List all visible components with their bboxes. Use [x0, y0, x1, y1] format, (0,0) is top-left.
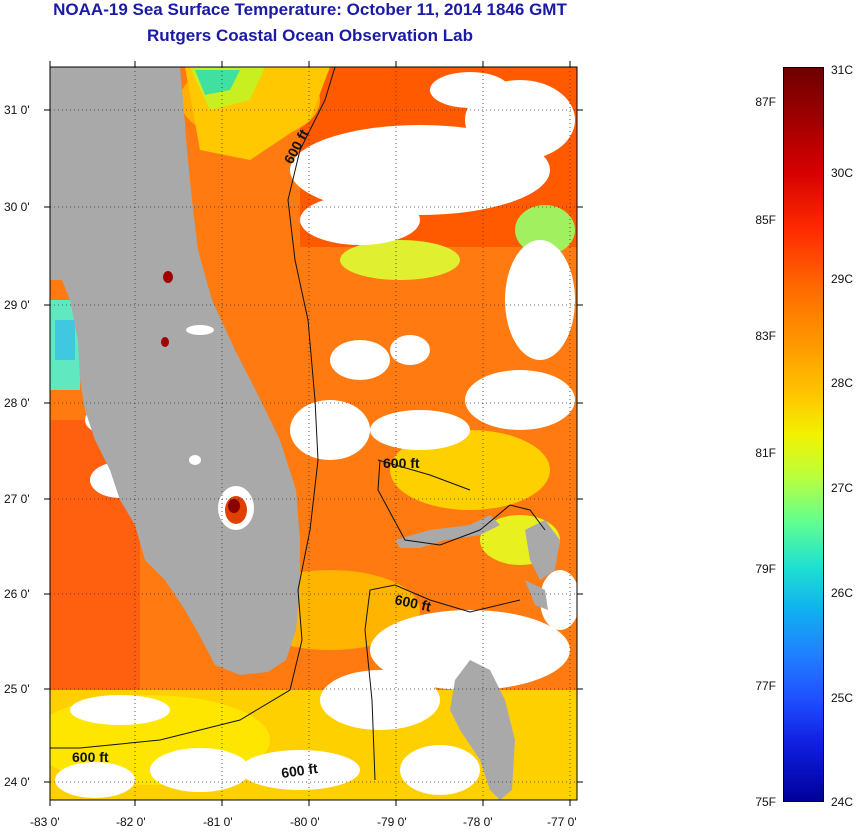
lat-label: 28 0'	[4, 396, 30, 410]
lat-label: 25 0'	[4, 682, 30, 696]
andros-land	[450, 660, 515, 800]
colorbar-celsius-label: 25C	[831, 691, 854, 705]
lon-label: -83 0'	[30, 815, 60, 829]
lon-label: -80 0'	[290, 815, 320, 829]
sst-field	[50, 67, 577, 800]
colorbar-fahrenheit-label: 79F	[755, 562, 776, 576]
lon-label: -78 0'	[463, 815, 493, 829]
temperature-colorbar	[783, 67, 824, 802]
abaco-land	[525, 520, 560, 580]
lon-label: -81 0'	[203, 815, 233, 829]
colorbar-celsius-label: 31C	[831, 63, 854, 77]
lat-label: 29 0'	[4, 298, 30, 312]
colorbar-fahrenheit-label: 75F	[755, 795, 776, 809]
lat-label: 24 0'	[4, 775, 30, 789]
lat-label: 30 0'	[4, 200, 30, 214]
lat-label: 26 0'	[4, 587, 30, 601]
contour-label-keys: 600 ft	[72, 749, 109, 765]
lon-label: -79 0'	[377, 815, 407, 829]
lat-label: 31 0'	[4, 103, 30, 117]
600ft-contours	[50, 66, 546, 781]
colorbar-fahrenheit-label: 85F	[755, 213, 776, 227]
colorbar-fahrenheit-label: 87F	[755, 95, 776, 109]
colorbar-celsius-label: 26C	[831, 586, 854, 600]
axis-ticks	[44, 61, 583, 806]
colorbar-fahrenheit-label: 83F	[755, 329, 776, 343]
colorbar-celsius-label: 29C	[831, 272, 854, 286]
colorbar-celsius-label: 27C	[831, 481, 854, 495]
map-subtitle: Rutgers Coastal Ocean Observation Lab	[147, 26, 473, 45]
colorbar-fahrenheit-label: 77F	[755, 679, 776, 693]
colorbar-celsius-label: 30C	[831, 166, 854, 180]
colorbar-celsius-label: 24C	[831, 795, 854, 809]
lon-label: -77 0'	[547, 815, 577, 829]
map-title: NOAA-19 Sea Surface Temperature: October…	[53, 0, 567, 19]
map-frame	[49, 66, 578, 801]
contour-label-andros: 600 ft	[393, 591, 432, 614]
lat-label: 27 0'	[4, 492, 30, 506]
contour-label-bahamas: 600 ft	[383, 455, 420, 471]
colorbar-celsius-label: 28C	[831, 376, 854, 390]
grand-bahama-land	[395, 515, 500, 548]
lon-label: -82 0'	[116, 815, 146, 829]
colorbar-fahrenheit-label: 81F	[755, 446, 776, 460]
